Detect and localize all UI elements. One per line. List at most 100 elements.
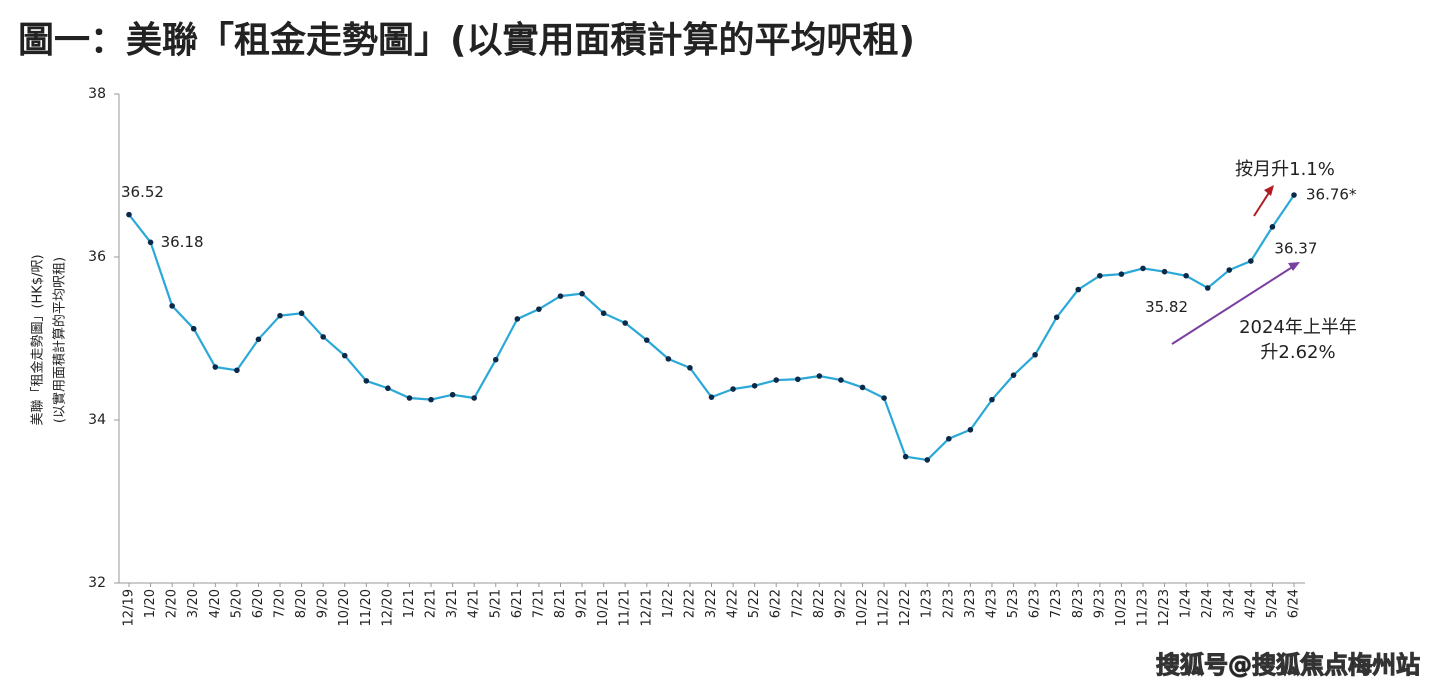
point bbox=[147, 239, 154, 246]
x-tick-label: 12/19 bbox=[122, 589, 137, 626]
y-axis-label: (以實用面積計算的平均呎租) bbox=[52, 257, 68, 423]
x-tick-label: 6/22 bbox=[769, 589, 784, 618]
point bbox=[1161, 268, 1168, 275]
x-tick-label: 3/20 bbox=[186, 589, 201, 618]
x-tick-label: 11/20 bbox=[359, 589, 374, 626]
point bbox=[449, 391, 456, 398]
x-tick-label: 4/20 bbox=[208, 589, 223, 618]
point bbox=[838, 377, 844, 383]
point bbox=[277, 312, 283, 319]
point bbox=[1204, 285, 1211, 291]
point bbox=[816, 373, 823, 379]
x-tick-label: 1/22 bbox=[661, 589, 676, 618]
x-tick-label: 12/23 bbox=[1157, 589, 1172, 626]
x-tick-label: 4/24 bbox=[1243, 589, 1258, 618]
x-tick-label: 5/22 bbox=[747, 589, 762, 618]
x-tick-label: 10/23 bbox=[1114, 589, 1129, 626]
point bbox=[471, 395, 477, 401]
x-tick-label: 3/24 bbox=[1222, 589, 1237, 618]
x-tick-label: 2/24 bbox=[1200, 589, 1215, 618]
point bbox=[643, 337, 650, 343]
point bbox=[255, 336, 262, 343]
x-tick-label: 12/20 bbox=[380, 589, 395, 626]
point bbox=[363, 378, 370, 384]
point bbox=[730, 386, 736, 392]
data-label: 35.82 bbox=[1145, 298, 1188, 316]
point bbox=[1075, 286, 1082, 293]
point bbox=[622, 320, 629, 326]
point bbox=[536, 306, 542, 312]
x-tick-label: 8/21 bbox=[553, 589, 568, 618]
point bbox=[428, 396, 434, 403]
point bbox=[341, 352, 348, 359]
point bbox=[773, 377, 780, 383]
data-label: 36.37 bbox=[1274, 239, 1317, 257]
point bbox=[1291, 192, 1297, 198]
x-tick-label: 4/23 bbox=[984, 589, 999, 618]
annotation: 按月升1.1% bbox=[1235, 159, 1335, 180]
y-tick-label: 34 bbox=[88, 412, 106, 428]
x-tick-label: 6/23 bbox=[1028, 589, 1043, 618]
line bbox=[128, 194, 1295, 462]
point bbox=[687, 365, 693, 371]
x-tick-label: 12/21 bbox=[639, 589, 654, 626]
point bbox=[385, 385, 391, 392]
x-tick-label: 3/22 bbox=[704, 589, 719, 618]
x-tick-label: 2/23 bbox=[941, 589, 956, 618]
point bbox=[298, 310, 305, 317]
x-tick-label: 9/23 bbox=[1092, 589, 1107, 618]
point bbox=[1248, 258, 1254, 264]
x-tick-label: 1/23 bbox=[920, 589, 935, 618]
x-tick-label: 2/22 bbox=[682, 589, 697, 618]
x-tick-label: 3/23 bbox=[963, 589, 978, 618]
point bbox=[514, 316, 521, 322]
x-tick-label: 7/20 bbox=[273, 589, 288, 618]
x-tick-label: 6/21 bbox=[510, 589, 525, 618]
point bbox=[492, 356, 499, 363]
point bbox=[320, 334, 326, 340]
x-tick-label: 3/21 bbox=[445, 589, 460, 618]
point bbox=[234, 367, 240, 374]
annotation: 升2.62% bbox=[1260, 342, 1335, 363]
x-tick-label: 11/22 bbox=[877, 589, 892, 626]
x-tick-label: 2/21 bbox=[424, 589, 439, 618]
x-tick-label: 9/20 bbox=[316, 589, 331, 618]
x-tick-label: 11/23 bbox=[1135, 589, 1150, 626]
x-tick-label: 5/24 bbox=[1265, 589, 1280, 618]
point bbox=[1053, 314, 1060, 321]
x-tick-label: 10/20 bbox=[337, 589, 352, 626]
point bbox=[665, 356, 672, 362]
arrow-head bbox=[1264, 185, 1274, 196]
point bbox=[557, 293, 564, 299]
point bbox=[881, 395, 887, 401]
x-tick-label: 6/24 bbox=[1287, 589, 1302, 618]
point bbox=[859, 384, 866, 391]
point bbox=[1269, 224, 1276, 230]
x-tick-label: 5/20 bbox=[229, 589, 244, 618]
x-tick-label: 11/21 bbox=[618, 589, 633, 626]
point bbox=[967, 426, 974, 433]
point bbox=[126, 211, 132, 218]
x-tick-label: 7/22 bbox=[790, 589, 805, 618]
point bbox=[1118, 271, 1125, 277]
data-label: 36.76* bbox=[1306, 186, 1357, 204]
point bbox=[1226, 267, 1233, 273]
point bbox=[989, 396, 995, 403]
y-tick-label: 38 bbox=[88, 86, 106, 102]
point bbox=[169, 303, 175, 309]
x-tick-label: 12/22 bbox=[898, 589, 913, 626]
x-tick-label: 6/20 bbox=[251, 589, 266, 618]
x-tick-label: 5/21 bbox=[488, 589, 503, 618]
x-tick-label: 5/23 bbox=[1006, 589, 1021, 618]
x-tick-label: 10/21 bbox=[596, 589, 611, 626]
point bbox=[190, 325, 197, 332]
arrow bbox=[1171, 265, 1295, 345]
point bbox=[1183, 272, 1189, 279]
point bbox=[1032, 352, 1038, 358]
point bbox=[708, 394, 715, 400]
x-tick-label: 8/22 bbox=[812, 589, 827, 618]
y-axis-label: 美聯「租金走勢圖」(HK$/呎) bbox=[30, 254, 46, 425]
chart-title: 圖一：美聯「租金走勢圖」(以實用面積計算的平均呎租) bbox=[18, 19, 915, 61]
point bbox=[946, 435, 952, 442]
